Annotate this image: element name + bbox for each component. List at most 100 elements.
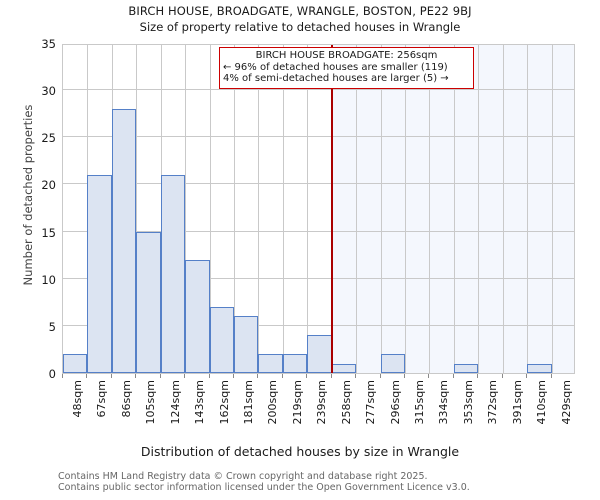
gridline-vertical — [209, 45, 211, 373]
footer-line-1: Contains HM Land Registry data © Crown c… — [58, 471, 428, 482]
shaded-region — [331, 45, 574, 373]
gridline-vertical — [258, 45, 260, 373]
gridline-vertical — [551, 45, 553, 373]
x-axis-tick-label: 296sqm — [388, 380, 402, 425]
x-axis-tick-mark — [257, 374, 259, 378]
plot-area — [62, 44, 575, 374]
x-axis-tick-label: 48sqm — [71, 380, 84, 418]
x-axis-tick-label: 353sqm — [461, 380, 475, 425]
x-axis-tick-mark — [330, 374, 332, 378]
x-axis-tick-mark — [452, 374, 454, 378]
gridline-vertical — [136, 45, 138, 373]
x-axis-tick-mark — [208, 374, 210, 378]
chart-subtitle: Size of property relative to detached ho… — [139, 20, 461, 34]
chart-title: BIRCH HOUSE, BROADGATE, WRANGLE, BOSTON,… — [128, 4, 472, 18]
x-axis-tick-mark — [404, 374, 405, 378]
x-axis-tick-label: 410sqm — [535, 380, 549, 425]
footer: Contains HM Land Registry data © Crown c… — [58, 471, 578, 493]
bar — [87, 175, 112, 373]
x-axis-tick-mark — [135, 374, 137, 378]
bar — [453, 363, 479, 373]
x-axis-tick-mark — [233, 374, 234, 378]
x-axis-tick-label: 181sqm — [242, 380, 255, 425]
gridline-vertical — [453, 45, 455, 373]
x-axis-tick-label: 334sqm — [437, 380, 451, 425]
x-axis-tick-label: 143sqm — [193, 380, 207, 425]
gridline-vertical — [380, 45, 382, 373]
bar — [331, 363, 357, 373]
gridline-horizontal — [63, 183, 574, 185]
x-axis-tick-label: 429sqm — [559, 380, 573, 425]
footer-line-2: Contains public sector information licen… — [58, 482, 470, 493]
x-axis-tick-labels: 48sqm 67sqm 86sqm 105sqm 124sqm 143sqm 162sqm 1… — [62, 380, 575, 438]
x-axis-title: Distribution of detached houses by size … — [140, 444, 460, 459]
x-axis-tick-mark — [86, 374, 88, 378]
y-axis-tick-label: 10 — [41, 272, 56, 287]
x-axis-tick-mark — [477, 374, 479, 378]
annotation-line-1: BIRCH HOUSE BROADGATE: 256sqm — [255, 50, 438, 61]
x-axis-tick-label: 372sqm — [486, 380, 500, 425]
x-axis-tick-label: 105sqm — [144, 380, 158, 425]
x-axis-tick-mark — [184, 374, 186, 378]
bar — [185, 259, 210, 373]
y-axis-tick-label: 25 — [41, 131, 56, 146]
y-axis-tick-label: 0 — [48, 367, 56, 381]
bar — [527, 363, 552, 373]
gridline-vertical — [282, 45, 284, 373]
gridline-vertical — [307, 45, 309, 373]
annotation-line-2: ← 96% of detached houses are smaller (11… — [223, 61, 448, 73]
x-axis-tick-label: 200sqm — [266, 380, 280, 425]
bar — [282, 354, 308, 373]
annotation-callout: BIRCH HOUSE BROADGATE: 256sqm ← 96% of d… — [219, 47, 474, 89]
x-axis-tick-label: 391sqm — [510, 380, 524, 425]
bar — [307, 335, 332, 373]
x-axis-tick-label: 124sqm — [168, 380, 182, 425]
y-axis-tick-label: 35 — [41, 37, 56, 51]
x-axis-tick-label: 219sqm — [290, 380, 304, 425]
y-axis-tick-label: 20 — [41, 178, 56, 193]
y-axis-tick-label: 5 — [48, 319, 56, 334]
x-axis-tick-mark — [281, 374, 283, 378]
x-axis-tick-label: 67sqm — [95, 380, 109, 418]
x-axis-tick-mark — [62, 374, 63, 378]
x-axis-tick-mark — [110, 374, 112, 378]
x-axis-tick-label: 277sqm — [364, 380, 378, 425]
x-axis-tick-label: 162sqm — [217, 380, 231, 425]
x-axis-tick-mark — [501, 374, 503, 378]
gridline-vertical — [234, 45, 235, 373]
gridline-vertical — [429, 45, 431, 373]
bar — [380, 354, 405, 373]
gridline-horizontal — [63, 89, 574, 91]
gridline-horizontal — [63, 136, 574, 138]
gridline-vertical — [478, 45, 480, 373]
bar — [160, 175, 186, 373]
x-axis-tick-label: 239sqm — [315, 380, 329, 425]
x-axis-tick-mark — [379, 374, 381, 378]
gridline-vertical — [527, 45, 529, 373]
x-axis-tick-label: 315sqm — [413, 380, 426, 425]
bar — [136, 231, 161, 373]
x-axis-tick-label: 258sqm — [339, 380, 353, 425]
y-axis-title: Number of detached properties — [21, 104, 35, 286]
x-axis-tick-mark — [428, 374, 430, 378]
x-axis-tick-mark — [550, 374, 552, 378]
x-axis-tick-mark — [526, 374, 528, 378]
bar — [258, 354, 283, 373]
gridline-horizontal — [63, 324, 574, 326]
gridline-horizontal — [63, 277, 574, 279]
gridline-vertical — [405, 45, 406, 373]
x-axis-tick-label: 86sqm — [119, 380, 133, 418]
x-axis-tick-mark — [355, 374, 357, 378]
y-axis-tick-label: 15 — [41, 225, 56, 240]
gridline-vertical — [185, 45, 187, 373]
y-axis-tick-label: 30 — [41, 84, 56, 99]
bar — [63, 354, 88, 373]
x-axis-tick-mark — [306, 374, 308, 378]
gridline-horizontal — [63, 230, 574, 232]
property-size-marker-line — [330, 45, 333, 373]
gridline-vertical — [502, 45, 504, 373]
annotation-line-3: 4% of semi-detached houses are larger (5… — [223, 73, 449, 84]
x-axis-tick-mark — [159, 374, 161, 378]
gridline-vertical — [356, 45, 358, 373]
x-axis-tick-marks — [62, 374, 575, 379]
